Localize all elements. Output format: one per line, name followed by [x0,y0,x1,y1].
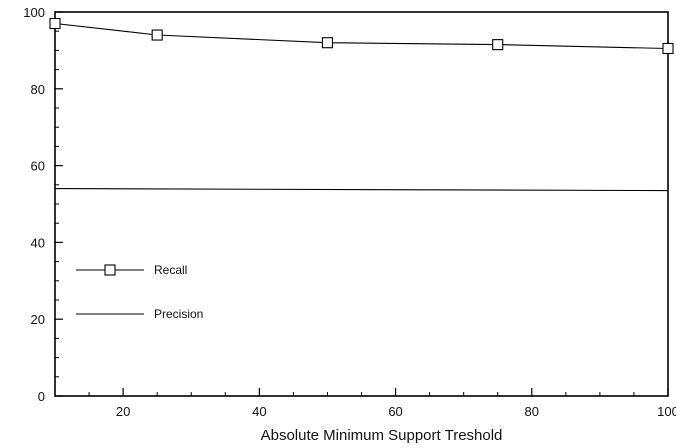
x-tick-label: 20 [116,404,130,419]
recall-data-point [49,17,61,30]
y-axis-ticks: 0 20 40 60 80 100 [23,5,63,404]
legend-recall-marker [104,264,116,276]
y-tick-label: 0 [38,389,45,404]
legend-recall-label: Recall [154,263,187,277]
y-tick-label: 60 [31,159,45,174]
legend-precision-label: Precision [154,307,203,321]
recall-data-point [492,39,504,51]
x-axis-ticks: 20 40 60 80 100 [116,388,676,419]
precision-series-line [54,188,669,192]
plot-frame-group [54,11,669,397]
plot-frame [54,11,669,397]
x-tick-label: 100 [657,404,676,419]
recall-data-point [151,29,163,41]
legend: Recall Precision [76,263,203,321]
recall-data-point [662,42,674,55]
recall-data-point [321,37,333,49]
y-tick-label: 100 [23,5,45,20]
series-layer [49,17,674,192]
x-tick-label: 60 [388,404,402,419]
recall-series-line [54,22,669,50]
x-tick-label: 40 [252,404,266,419]
x-axis-title: Absolute Minimum Support Treshold [261,427,503,444]
y-tick-label: 20 [31,312,45,327]
y-tick-label: 80 [31,82,45,97]
x-tick-label: 80 [525,404,539,419]
y-tick-label: 40 [31,235,45,250]
minor-ticks [55,30,635,396]
